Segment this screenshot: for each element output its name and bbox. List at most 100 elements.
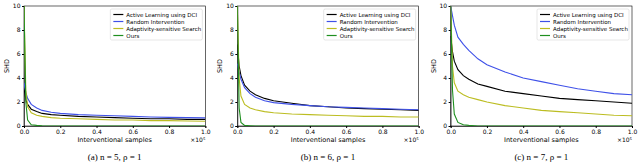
- series-line: [24, 88, 205, 120]
- y-tick-label: 0: [443, 122, 447, 129]
- y-tick-mark: [235, 126, 237, 127]
- y-axis-title: SHD: [216, 59, 224, 73]
- x-axis-title: Interventional samples: [504, 136, 579, 144]
- legend-label: Adaptivity-sensitive Search: [553, 26, 628, 33]
- x-tick: 0.0: [233, 126, 243, 135]
- series-line: [237, 6, 418, 126]
- x-tick-label: 0.0: [446, 128, 456, 135]
- legend-label: Random Intervention: [340, 19, 399, 25]
- legend-box: [537, 9, 629, 40]
- panel-caption: (c) n = 7, ρ = 1: [514, 152, 568, 162]
- plot-frame: [451, 6, 632, 126]
- y-tick-mark: [22, 126, 24, 127]
- x-tick: 0.8: [591, 126, 601, 135]
- y-tick-label: 8: [230, 26, 234, 33]
- y-tick-label: 10: [226, 2, 234, 9]
- y-tick: 0: [443, 122, 450, 129]
- legend-swatch: [113, 14, 123, 15]
- legend: Active Learning using DCIRandom Interven…: [324, 9, 416, 40]
- x-tick: 1.0: [414, 126, 424, 135]
- x-tick: 0.0: [446, 126, 456, 135]
- legend-box: [110, 9, 202, 40]
- legend-label: Random Intervention: [553, 19, 612, 25]
- x-tick-label: 0.2: [483, 128, 493, 135]
- y-tick: 2: [443, 98, 450, 105]
- plot-area: [24, 6, 205, 126]
- y-axis: 0 2 4 6 8 10: [226, 2, 238, 129]
- x-tick: 0.6: [555, 126, 565, 135]
- y-tick-mark: [22, 102, 24, 103]
- x-tick-label: 1.0: [628, 128, 638, 135]
- x-tick-label: 0.6: [342, 128, 352, 135]
- y-tick: 6: [230, 50, 237, 57]
- y-tick-mark: [235, 102, 237, 103]
- legend-swatch: [113, 21, 123, 22]
- legend-label: Adaptivity-sensitive Search: [126, 26, 201, 33]
- y-tick-label: 4: [230, 74, 234, 81]
- legend-label: Ours: [126, 33, 139, 39]
- legend-swatch: [327, 14, 337, 15]
- x-axis-line: [451, 127, 632, 129]
- x-tick-label: 0.2: [269, 128, 279, 135]
- y-tick: 10: [13, 2, 24, 9]
- y-tick-mark: [449, 6, 451, 7]
- y-tick-mark: [449, 54, 451, 55]
- series-line: [451, 6, 632, 126]
- legend-swatch: [540, 28, 550, 29]
- panel-caption: (a) n = 5, ρ = 1: [88, 152, 142, 162]
- legend: Active Learning using DCIRandom Interven…: [110, 9, 202, 40]
- y-tick-label: 10: [440, 2, 448, 9]
- y-tick-mark: [22, 78, 24, 79]
- x-tick-label: 0.4: [92, 128, 102, 135]
- x-axis: 0.0 0.2 0.4 0.6 0.8 1.0: [233, 126, 424, 135]
- x-tick: 1.0: [201, 126, 211, 135]
- x-tick-label: 0.4: [519, 128, 529, 135]
- series-line: [24, 6, 205, 121]
- y-tick-label: 2: [230, 98, 234, 105]
- y-tick-mark: [449, 30, 451, 31]
- legend-swatch: [540, 21, 550, 22]
- y-tick: 4: [17, 74, 24, 81]
- x-tick: 0.4: [92, 126, 102, 135]
- x-tick-label: 1.0: [201, 128, 211, 135]
- y-tick-mark: [235, 78, 237, 79]
- x-tick: 0.2: [483, 126, 493, 135]
- y-tick: 10: [226, 2, 237, 9]
- legend-swatch: [540, 35, 550, 36]
- y-tick: 6: [443, 50, 450, 57]
- y-tick-label: 6: [443, 50, 447, 57]
- panel: 0.00.20.40.60.81.00246810Interventional …: [3, 2, 211, 144]
- x-tick-label: 0.6: [555, 128, 565, 135]
- plot-frame: [237, 6, 418, 126]
- x-tick: 0.0: [20, 126, 30, 135]
- legend: Active Learning using DCIRandom Interven…: [537, 9, 629, 40]
- y-tick-label: 0: [230, 122, 234, 129]
- y-tick: 0: [17, 122, 24, 129]
- y-tick: 2: [17, 98, 24, 105]
- y-tick-mark: [449, 78, 451, 79]
- x-axis-line: [238, 127, 419, 129]
- panel: 0.00.20.40.60.81.00246810Interventional …: [430, 2, 638, 144]
- legend-swatch: [540, 14, 550, 15]
- figure: 0.0 0.2 0.4 0.6 0.8 1.0 0 2 4 6 8 10 Interventional …: [0, 0, 640, 166]
- y-tick-mark: [22, 6, 24, 7]
- plot-frame: [24, 6, 205, 126]
- x-tick: 0.2: [56, 126, 66, 135]
- y-tick: 4: [443, 74, 450, 81]
- legend-label: Adaptivity-sensitive Search: [340, 26, 415, 33]
- y-tick: 8: [17, 26, 24, 33]
- y-tick: 6: [17, 50, 24, 57]
- series-line: [24, 83, 205, 118]
- legend-label: Random Intervention: [126, 19, 185, 25]
- legend-label: Ours: [340, 33, 353, 39]
- x-tick: 0.6: [342, 126, 352, 135]
- series-line: [24, 6, 205, 126]
- x-tick-label: 0.4: [306, 128, 316, 135]
- plot-area: [237, 6, 418, 126]
- x-tick-label: 0.2: [56, 128, 66, 135]
- y-tick-mark: [235, 6, 237, 7]
- x-tick: 0.8: [378, 126, 388, 135]
- panel-caption: (b) n = 6, ρ = 1: [301, 152, 355, 162]
- y-tick-label: 4: [17, 74, 21, 81]
- y-tick: 4: [230, 74, 237, 81]
